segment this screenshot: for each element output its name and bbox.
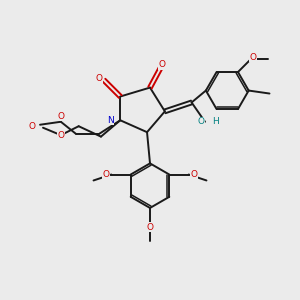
Text: O: O: [190, 170, 197, 179]
Text: O: O: [57, 112, 64, 121]
Text: O: O: [103, 170, 110, 179]
Text: O: O: [96, 74, 103, 83]
Text: O: O: [249, 53, 256, 62]
Text: H: H: [212, 117, 219, 126]
Text: O: O: [28, 122, 36, 131]
Text: O: O: [146, 223, 154, 232]
Text: O: O: [57, 130, 64, 140]
Text: O: O: [198, 117, 205, 126]
Text: N: N: [107, 116, 114, 125]
Text: O: O: [158, 60, 165, 69]
